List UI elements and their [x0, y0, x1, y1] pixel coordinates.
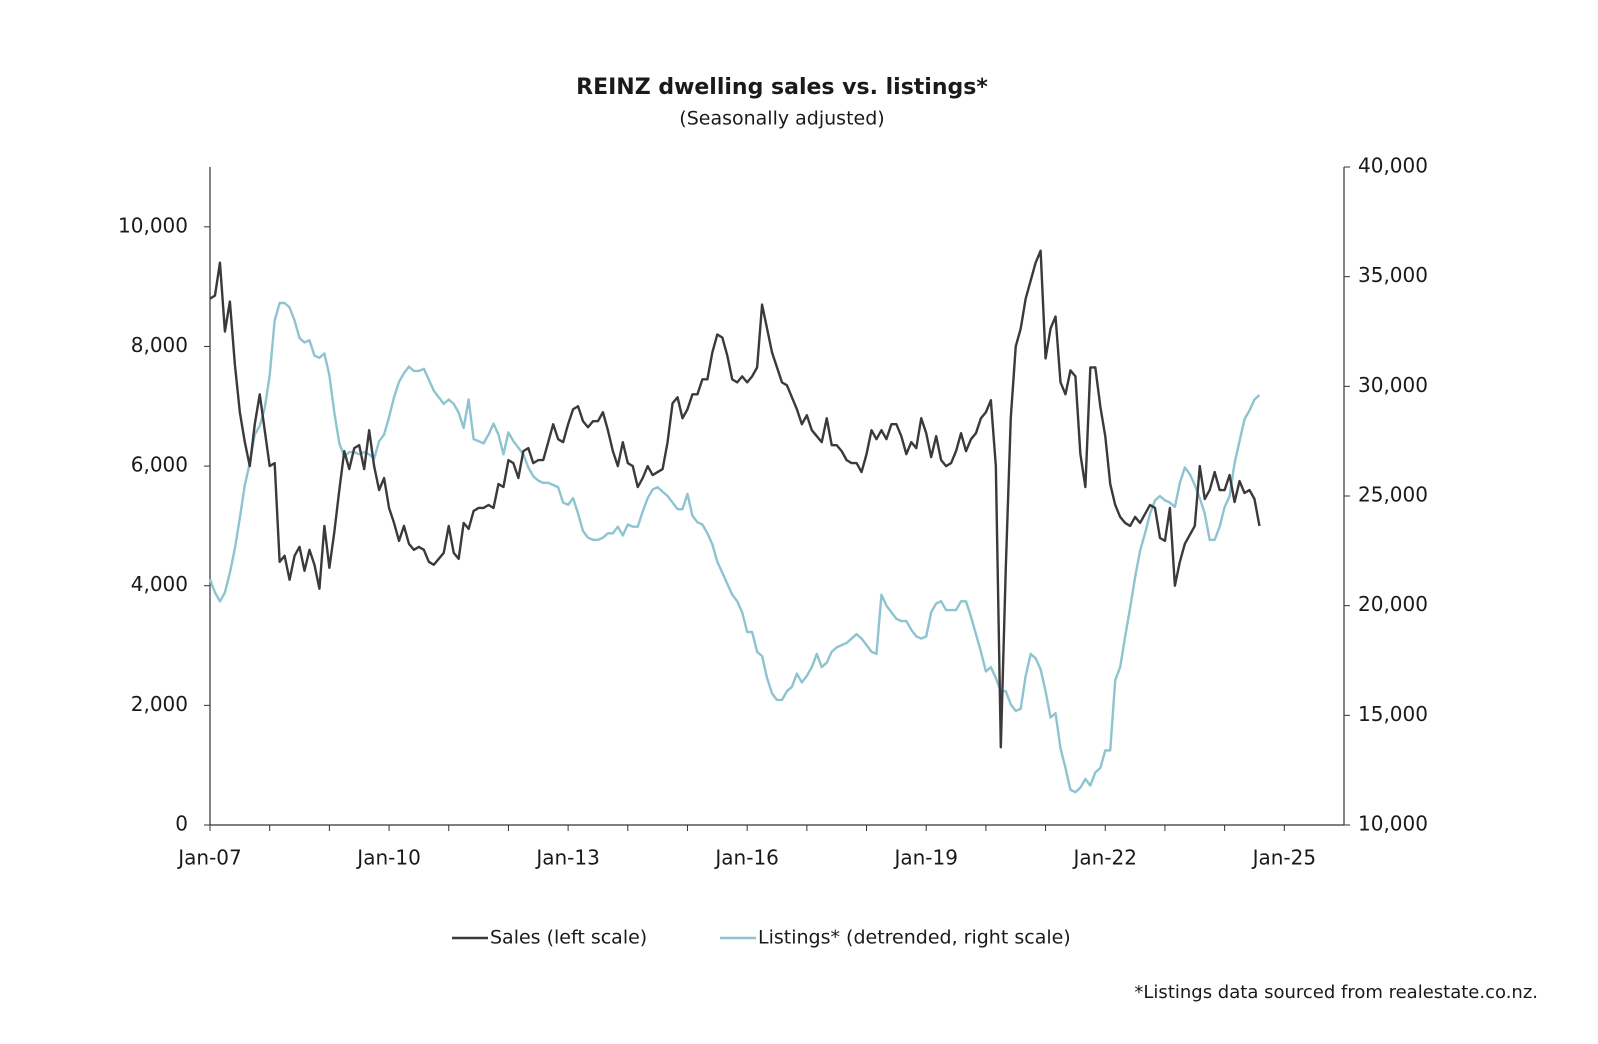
legend-label: Sales (left scale)	[490, 927, 647, 949]
y-tick-label: 8,000	[131, 333, 188, 357]
chart-title: REINZ dwelling sales vs. listings*	[576, 75, 988, 100]
legend-label: Listings* (detrended, right scale)	[758, 927, 1071, 949]
footnote: *Listings data sourced from realestate.c…	[1134, 982, 1538, 1003]
x-tick-label: Jan-10	[355, 846, 421, 870]
x-tick-label: Jan-25	[1251, 846, 1317, 870]
y2-tick-label: 20,000	[1358, 592, 1428, 616]
chart-subtitle: (Seasonally adjusted)	[679, 108, 884, 130]
series-line	[209, 249, 1261, 749]
y2-tick-label: 15,000	[1358, 702, 1428, 726]
x-tick-label: Jan-07	[176, 846, 242, 870]
y-tick-label: 4,000	[131, 572, 188, 596]
y-tick-label: 10,000	[118, 213, 188, 237]
y-tick-label: 2,000	[131, 692, 188, 716]
y2-tick-label: 35,000	[1358, 263, 1428, 287]
y2-tick-label: 40,000	[1358, 154, 1428, 178]
y2-tick-label: 25,000	[1358, 483, 1428, 507]
series-line	[208, 301, 1261, 794]
x-tick-label: Jan-16	[713, 846, 779, 870]
y2-tick-label: 10,000	[1358, 812, 1428, 836]
y-tick-label: 6,000	[131, 453, 188, 477]
x-tick-label: Jan-13	[534, 846, 600, 870]
y2-tick-label: 30,000	[1358, 373, 1428, 397]
x-tick-label: Jan-19	[892, 846, 958, 870]
y-tick-label: 0	[175, 812, 188, 836]
x-tick-label: Jan-22	[1072, 846, 1138, 870]
